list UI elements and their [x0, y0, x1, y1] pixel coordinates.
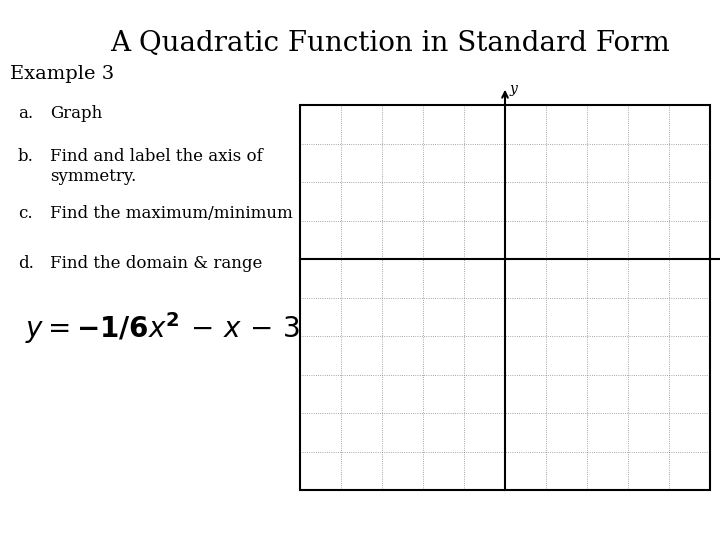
Text: Find the maximum/minimum: Find the maximum/minimum: [50, 205, 293, 222]
Text: a.: a.: [18, 105, 33, 122]
Text: Find and label the axis of
symmetry.: Find and label the axis of symmetry.: [50, 148, 263, 185]
Bar: [300, 105, 710, 490]
Text: Example 3: Example 3: [10, 65, 114, 83]
Text: A Quadratic Function in Standard Form: A Quadratic Function in Standard Form: [110, 30, 670, 57]
Text: c.: c.: [18, 205, 32, 222]
Text: y: y: [510, 82, 518, 96]
Text: d.: d.: [18, 255, 34, 272]
Text: $\mathit{y} = \mathbf{-1/6}\mathit{x}^{\mathbf{2}}\mathit{\,-\,x\,-\,3}$: $\mathit{y} = \mathbf{-1/6}\mathit{x}^{\…: [25, 310, 300, 346]
Text: Find the domain & range: Find the domain & range: [50, 255, 262, 272]
Text: Graph: Graph: [50, 105, 102, 122]
Text: b.: b.: [18, 148, 34, 165]
